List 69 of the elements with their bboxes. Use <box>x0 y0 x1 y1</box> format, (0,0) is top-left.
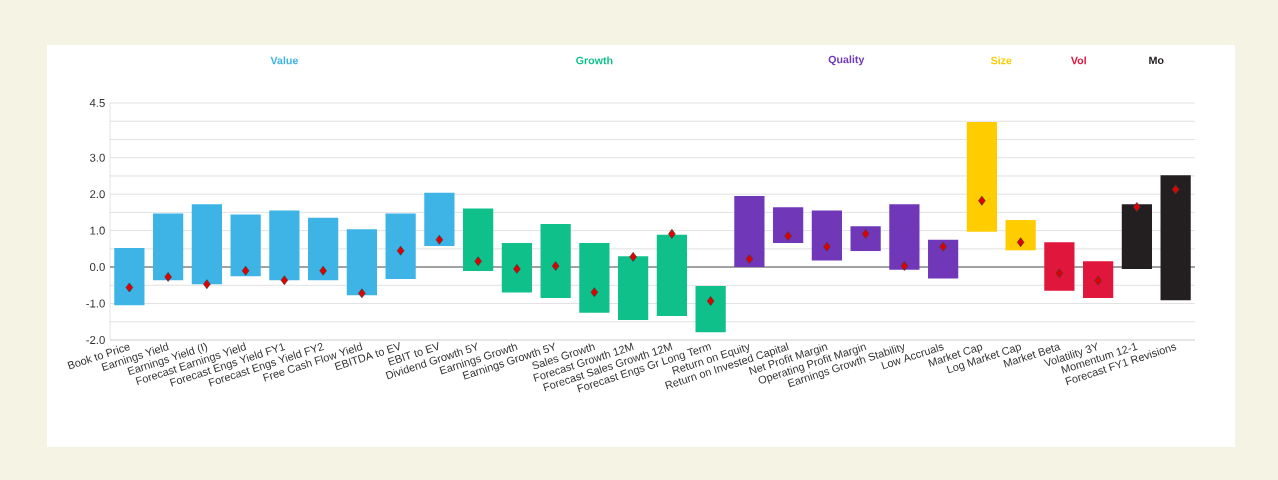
point <box>590 287 599 298</box>
bar <box>269 210 300 281</box>
text: Growth <box>576 56 613 65</box>
text: Quality <box>828 55 865 66</box>
bar <box>346 229 377 296</box>
y-tick-label: -1.0 <box>86 299 105 308</box>
bar <box>734 195 765 268</box>
text: Size <box>990 56 1012 65</box>
bar <box>1044 242 1075 291</box>
y-tick-label: 4.5 <box>89 99 105 107</box>
point <box>280 275 289 286</box>
point <box>1094 275 1102 286</box>
y-tick-label: 3.0 <box>89 153 105 162</box>
bar <box>424 192 455 246</box>
bar <box>618 256 649 320</box>
bar <box>889 204 920 270</box>
bar <box>1160 175 1191 301</box>
point <box>241 265 250 276</box>
text: Value <box>270 56 298 65</box>
bar <box>1005 220 1036 251</box>
point <box>435 234 444 245</box>
point <box>1171 184 1180 195</box>
bar <box>114 248 145 306</box>
point <box>164 272 172 282</box>
point <box>203 279 211 290</box>
point <box>125 282 134 293</box>
bar <box>1121 204 1152 269</box>
bar <box>695 286 726 333</box>
bar <box>308 217 339 281</box>
point <box>358 288 366 299</box>
bar <box>850 226 881 252</box>
bar <box>579 243 610 313</box>
bar <box>501 243 532 293</box>
bar <box>463 208 494 272</box>
point <box>629 252 637 262</box>
bar <box>230 214 261 277</box>
point <box>551 261 560 271</box>
point <box>396 245 405 256</box>
point <box>1133 202 1141 212</box>
bar <box>656 234 687 316</box>
bar <box>811 210 842 261</box>
y-tick-label: -2.0 <box>86 336 105 345</box>
point <box>900 261 909 271</box>
y-tick-label: 0.0 <box>89 263 105 272</box>
point <box>978 195 986 206</box>
y-tick-label: 2.0 <box>90 190 105 199</box>
text: Vol <box>1070 56 1086 65</box>
bar <box>966 121 997 232</box>
y-tick-label: 1.0 <box>90 226 105 235</box>
bar <box>153 213 184 281</box>
point <box>668 229 676 239</box>
point <box>823 241 831 252</box>
point <box>939 241 947 252</box>
point <box>474 256 482 267</box>
bar <box>540 224 571 299</box>
point <box>319 265 327 276</box>
bar <box>191 204 222 285</box>
point <box>784 231 792 241</box>
bar <box>773 207 804 244</box>
bar <box>928 239 959 279</box>
point <box>513 264 521 274</box>
text: Mo <box>1149 56 1164 65</box>
bar <box>385 213 416 280</box>
point <box>861 229 870 239</box>
point <box>745 254 754 264</box>
point <box>1016 237 1025 248</box>
point <box>706 296 715 306</box>
point <box>1055 268 1064 279</box>
bar <box>1083 261 1114 299</box>
